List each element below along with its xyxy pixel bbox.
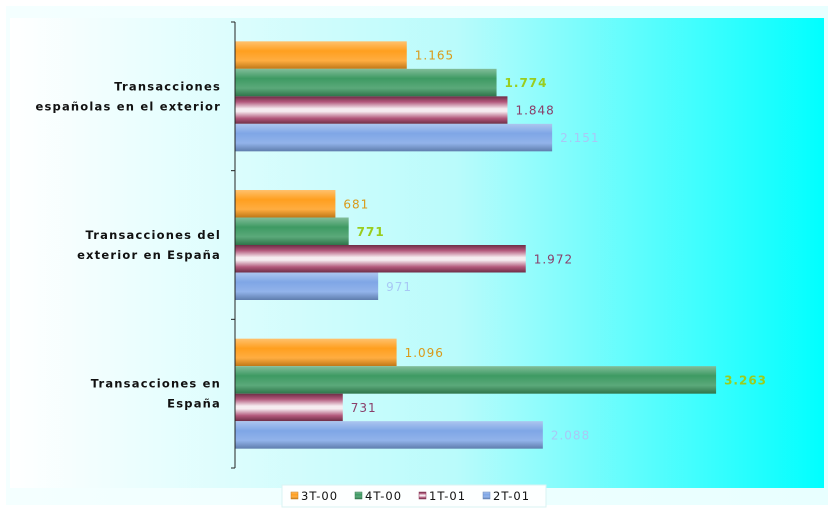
legend-label-4t-00: 4T-00 [365, 489, 402, 503]
bar-1t-01-2 [235, 245, 526, 273]
data-label-1t-01-2: 1.972 [534, 252, 573, 266]
bar-4t-00-2 [235, 217, 349, 245]
legend-label-3t-00: 3T-00 [301, 489, 338, 503]
data-label-4t-00-3: 3.263 [724, 373, 767, 387]
legend-swatch-2t-01 [482, 491, 491, 500]
data-label-1t-01-3: 731 [351, 401, 377, 415]
bar-4t-00-3 [235, 366, 717, 394]
legend-label-2t-01: 2T-01 [493, 489, 530, 503]
legend-swatch-4t-00 [354, 491, 363, 500]
bar-1t-01-1 [235, 96, 508, 124]
category-labels: Transacciones españolas en el exterior Tra… [35, 79, 221, 411]
data-label-4t-00-1: 1.774 [505, 76, 548, 90]
bars-layer [235, 41, 717, 449]
bar-3t-00-1 [235, 41, 407, 69]
data-label-2t-01-3: 2.088 [551, 428, 590, 442]
bar-2t-01-3 [235, 421, 543, 449]
bar-2t-01-2 [235, 272, 379, 300]
legend: 3T-00 4T-00 1T-01 2T-01 [281, 484, 547, 508]
legend-label-1t-01: 1T-01 [429, 489, 466, 503]
bar-2t-01-1 [235, 123, 553, 152]
legend-swatch-3t-00 [290, 491, 299, 500]
category-label-2: Transacciones del exterior en España [77, 228, 221, 262]
data-label-2t-01-1: 2.151 [560, 131, 599, 145]
category-label-1: Transacciones españolas en el exterior [35, 79, 221, 113]
data-labels: 1.165 1.774 1.848 2.151 681 771 1.972 971 1.096 3… [343, 49, 767, 443]
bar-3t-00-3 [235, 338, 397, 367]
data-label-2t-01-2: 971 [386, 280, 412, 294]
bar-4t-00-1 [235, 68, 497, 97]
legend-box [281, 484, 547, 508]
bar-1t-01-3 [235, 393, 343, 422]
data-label-1t-01-1: 1.848 [515, 104, 554, 118]
axis-layer [231, 21, 236, 469]
data-label-3t-00-1: 1.165 [415, 49, 454, 63]
category-label-3: Transacciones en España [91, 377, 221, 411]
data-label-4t-00-2: 771 [357, 225, 385, 239]
legend-swatch-1t-01 [418, 491, 427, 500]
data-label-3t-00-3: 1.096 [405, 346, 444, 360]
bar-3t-00-2 [235, 190, 336, 218]
data-label-3t-00-2: 681 [343, 197, 369, 211]
